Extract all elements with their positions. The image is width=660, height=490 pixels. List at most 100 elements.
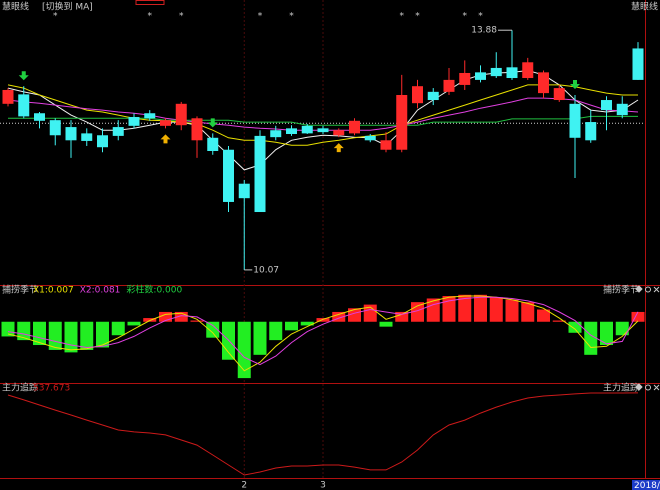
- histogram-bar: [237, 321, 251, 379]
- candle-body: [301, 125, 313, 134]
- candle-body: [49, 120, 61, 136]
- histogram-bar: [552, 320, 566, 322]
- histogram-bar: [363, 304, 377, 322]
- candle-body: [522, 62, 534, 79]
- indicator-line: [7, 296, 639, 366]
- histogram-bar: [489, 297, 503, 322]
- star: *: [415, 12, 420, 22]
- candle-body: [459, 72, 471, 85]
- help-icon[interactable]: [645, 384, 651, 391]
- histogram-bar: [395, 311, 409, 322]
- candle-body: [364, 135, 376, 141]
- help-icon[interactable]: [645, 286, 651, 293]
- candle-body: [97, 135, 108, 148]
- histogram-bar: [127, 321, 141, 326]
- candle-body: [286, 128, 297, 135]
- panel-title: 主力追踪: [2, 382, 38, 394]
- candle-body: [333, 130, 345, 136]
- histogram-bar: [332, 311, 346, 322]
- histogram-bar: [505, 299, 519, 322]
- histogram-bar: [253, 321, 267, 355]
- candle-body: [632, 48, 644, 80]
- indicator-line: [7, 295, 639, 372]
- date-box: [632, 480, 660, 490]
- histogram-bar: [190, 320, 204, 322]
- star: *: [478, 12, 483, 22]
- candle-body: [585, 122, 597, 141]
- date-box-label: 2018/0: [634, 481, 660, 490]
- histogram-bar: [80, 321, 94, 350]
- histogram-bar: [442, 296, 456, 322]
- candle-body: [475, 72, 486, 80]
- candle-body: [317, 128, 329, 133]
- buy-signal: [333, 143, 344, 153]
- legend-entry: X2:0.081: [80, 286, 121, 296]
- candle-body: [270, 130, 282, 138]
- histogram-bar: [206, 321, 220, 338]
- histogram-bar: [174, 311, 188, 322]
- sell-signal: [207, 118, 218, 128]
- candle-body: [175, 103, 187, 126]
- histogram-bar: [458, 294, 472, 322]
- candle-body: [506, 67, 518, 79]
- histogram-bar: [33, 321, 46, 346]
- candle-body: [160, 120, 171, 126]
- histogram-bar: [521, 302, 535, 322]
- histogram-bar: [143, 318, 157, 322]
- candle-body: [34, 113, 45, 121]
- cursor-box: [135, 0, 165, 5]
- low-annotation: 10.07: [253, 265, 279, 275]
- candle-body: [396, 95, 408, 150]
- candle-body: [128, 117, 140, 126]
- sell-signal: [18, 71, 29, 81]
- histogram-bar: [1, 321, 15, 337]
- candle-body: [207, 137, 219, 151]
- histogram-bar: [48, 321, 62, 350]
- settings-icon[interactable]: [635, 383, 643, 391]
- histogram-bar: [584, 321, 598, 355]
- histogram-bar: [96, 321, 109, 348]
- high-annotation: 13.88: [471, 26, 497, 36]
- panel-title-right: 主力追踪: [603, 382, 639, 394]
- histogram-bar: [600, 321, 613, 346]
- candle-body: [144, 113, 156, 119]
- chart-title-right: 慧眼线: [631, 1, 658, 13]
- histogram-bar: [316, 318, 330, 322]
- x-tick-label: 2: [241, 481, 247, 490]
- candle-body: [112, 127, 124, 136]
- histogram-bar: [631, 311, 645, 322]
- candle-body: [538, 72, 549, 94]
- panel-frames: [0, 0, 660, 479]
- value-label: 537.673: [33, 384, 70, 394]
- candle-body: [616, 103, 628, 116]
- histogram-bar: [17, 321, 31, 341]
- moving-average: [7, 84, 638, 146]
- panel-title-right: 捕捞季节: [603, 284, 639, 296]
- candle-body: [412, 86, 423, 104]
- close-icon[interactable]: [653, 384, 660, 391]
- settings-icon[interactable]: [635, 285, 643, 293]
- candle-body: [223, 149, 234, 202]
- histogram-bar: [300, 321, 314, 326]
- candle-body: [380, 140, 392, 150]
- candle-body: [18, 94, 30, 117]
- legend-entry: X1:0.007: [33, 286, 74, 296]
- sell-signal: [570, 80, 580, 89]
- candle-body: [443, 79, 455, 92]
- panel-title: 捕捞季节: [2, 284, 38, 296]
- legend-entry: 彩柱数:0.000: [126, 284, 182, 296]
- histogram-bar: [348, 308, 361, 322]
- histogram-bar: [568, 321, 582, 333]
- panel-icons: [635, 285, 660, 391]
- buy-signal: [160, 134, 171, 144]
- star: *: [53, 12, 58, 22]
- candle-body: [553, 88, 565, 101]
- histogram-bar: [64, 321, 78, 353]
- trend-line: [7, 392, 639, 476]
- histogram-bar: [537, 309, 550, 322]
- candle-body: [238, 183, 250, 199]
- close-icon[interactable]: [653, 286, 660, 293]
- candle-body: [490, 67, 502, 77]
- chart-subtitle[interactable]: [切换到 MA]: [42, 1, 93, 13]
- star: *: [179, 12, 184, 22]
